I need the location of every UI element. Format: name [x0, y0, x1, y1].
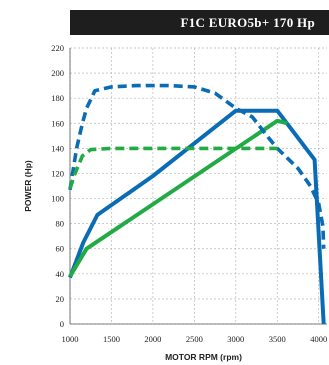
y-tick-label: 0	[60, 319, 64, 329]
y-tick-label: 100	[51, 194, 64, 204]
y-tick-label: 60	[56, 244, 65, 254]
chart-title: F1C EURO5b+ 170 Hp	[180, 15, 315, 30]
x-tick-label: 3500	[269, 334, 286, 344]
y-tick-label: 80	[56, 219, 65, 229]
series-line-4	[68, 146, 278, 190]
y-tick-label: 160	[51, 118, 64, 128]
series-line-2	[68, 118, 288, 278]
y-tick-label: 120	[51, 168, 64, 178]
plot-area	[70, 48, 327, 324]
x-tick-label: 2000	[144, 334, 161, 344]
chart-title-bar: F1C EURO5b+ 170 Hp	[70, 10, 329, 35]
y-axis-label: POWER (Hp)	[23, 160, 33, 212]
series-line-1	[68, 108, 326, 325]
y-tick-label: 200	[51, 68, 64, 78]
x-axis-label: MOTOR RPM (rpm)	[165, 352, 242, 362]
y-tick-label: 180	[51, 93, 64, 103]
y-tick-label: 40	[56, 269, 65, 279]
x-tick-label: 1000	[62, 334, 79, 344]
y-tick-label: 220	[51, 43, 64, 53]
y-tick-label: 20	[56, 294, 65, 304]
x-tick-label: 2500	[186, 334, 203, 344]
y-tick-label: 140	[51, 143, 64, 153]
series-line-3	[68, 83, 326, 249]
x-tick-label: 4000	[310, 334, 327, 344]
x-tick-label: 1500	[103, 334, 120, 344]
x-tick-label: 3000	[227, 334, 244, 344]
